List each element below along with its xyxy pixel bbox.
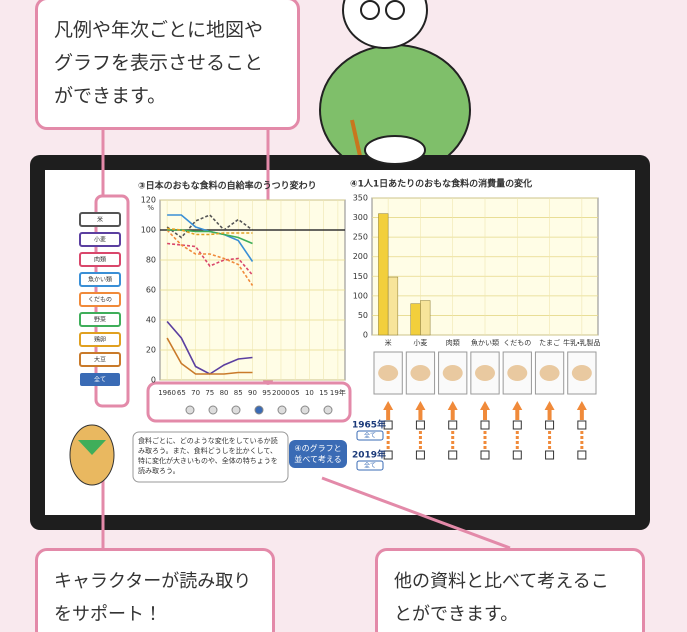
- all-button-label: 全て: [94, 376, 106, 384]
- slider-dot[interactable]: [255, 406, 263, 414]
- x-tick-label: 10: [305, 389, 314, 397]
- x-tick-label: 95: [262, 389, 271, 397]
- x-tick-label: 肉類: [446, 338, 460, 347]
- food-picture: [507, 365, 527, 381]
- callout: 他の資料と比べて考えることができます。: [375, 548, 645, 632]
- food-picture: [475, 365, 495, 381]
- guide-text: 食料ごとに、どのような変化をしているか読み取ろう。また、食料どうしを比かくして、…: [138, 436, 284, 476]
- bar: [411, 304, 421, 335]
- year-label: 2019年: [352, 449, 386, 461]
- x-tick-label: 85: [234, 389, 243, 397]
- year-label: 1965年: [352, 419, 386, 431]
- checkbox[interactable]: [416, 451, 424, 459]
- checkbox[interactable]: [578, 421, 586, 429]
- y-unit: %: [147, 204, 154, 212]
- food-picture: [540, 365, 560, 381]
- bar: [388, 277, 398, 335]
- checkbox[interactable]: [513, 451, 521, 459]
- x-tick-label: 小麦: [413, 338, 427, 347]
- bar: [378, 214, 388, 335]
- legend-label: 野菜: [94, 316, 106, 324]
- checkbox[interactable]: [416, 421, 424, 429]
- y-tick-label: 80: [146, 256, 156, 265]
- y-tick-label: 40: [146, 316, 156, 325]
- y-tick-label: 250: [353, 233, 368, 242]
- checkbox[interactable]: [578, 451, 586, 459]
- x-tick-label: 魚かい類: [471, 338, 499, 347]
- y-tick-label: 60: [146, 286, 156, 295]
- legend-label: 肉類: [94, 256, 106, 264]
- x-tick-label: 90: [248, 389, 257, 397]
- y-tick-label: 50: [358, 311, 368, 320]
- year-button-label: 全て: [364, 432, 376, 440]
- compare-button[interactable]: ④のグラフと並べて考える: [289, 440, 347, 468]
- slider-dot[interactable]: [209, 406, 217, 414]
- food-picture: [410, 365, 430, 381]
- x-tick-label: 15: [319, 389, 328, 397]
- checkbox[interactable]: [546, 421, 554, 429]
- x-tick-label: 70: [191, 389, 200, 397]
- checkbox[interactable]: [449, 421, 457, 429]
- y-tick-label: 150: [353, 272, 368, 281]
- callout: キャラクターが読み取りをサポート！: [35, 548, 275, 632]
- chart-title: ④1人1日あたりのおもな食料の消費量の変化: [350, 178, 532, 190]
- year-button-label: 全て: [364, 462, 376, 470]
- man-head: [343, 0, 427, 48]
- x-tick-label: 75: [205, 389, 214, 397]
- y-tick-label: 0: [151, 376, 156, 385]
- y-tick-label: 200: [353, 252, 368, 261]
- y-tick-label: 0: [363, 331, 368, 340]
- slider-dot[interactable]: [301, 406, 309, 414]
- legend-label: 鶏卵: [94, 336, 106, 344]
- chart-title: ③日本のおもな食料の自給率のうつり変わり: [138, 180, 317, 192]
- checkbox[interactable]: [513, 421, 521, 429]
- bar: [420, 301, 430, 335]
- checkbox[interactable]: [449, 451, 457, 459]
- x-tick-label: 牛乳・乳製品: [563, 338, 600, 347]
- x-tick-label: 65: [177, 389, 186, 397]
- y-tick-label: 300: [353, 213, 368, 222]
- x-tick-label: 2000: [272, 389, 290, 397]
- x-tick-label: たまご: [539, 338, 560, 347]
- checkbox[interactable]: [481, 451, 489, 459]
- x-tick-label: 05: [291, 389, 300, 397]
- food-picture: [443, 365, 463, 381]
- callout: 凡例や年次ごとに地図やグラフを表示させることができます。: [35, 0, 300, 130]
- checkbox[interactable]: [481, 421, 489, 429]
- x-tick-label: 19年: [330, 388, 346, 397]
- page: ③日本のおもな食料の自給率のうつり変わり020406080100120%1960…: [0, 0, 687, 632]
- legend-label: くだもの: [88, 297, 112, 304]
- slider-dot[interactable]: [278, 406, 286, 414]
- slider-dot[interactable]: [232, 406, 240, 414]
- slider-dot[interactable]: [324, 406, 332, 414]
- legend-label: 大豆: [94, 356, 106, 364]
- x-tick-label: 米: [385, 338, 392, 347]
- y-tick-label: 20: [146, 346, 156, 355]
- x-tick-label: 80: [220, 389, 229, 397]
- x-tick-label: くだもの: [503, 339, 531, 347]
- y-tick-label: 100: [141, 226, 156, 235]
- food-picture: [378, 365, 398, 381]
- man-hand: [365, 136, 425, 164]
- legend-label: 小麦: [94, 236, 106, 244]
- y-tick-label: 350: [353, 194, 368, 203]
- checkbox[interactable]: [546, 451, 554, 459]
- x-tick-label: 1960: [158, 389, 176, 397]
- y-tick-label: 100: [353, 291, 368, 300]
- food-picture: [572, 365, 592, 381]
- legend-label: 米: [97, 216, 103, 224]
- slider-dot[interactable]: [186, 406, 194, 414]
- legend-label: 魚かい類: [88, 276, 112, 284]
